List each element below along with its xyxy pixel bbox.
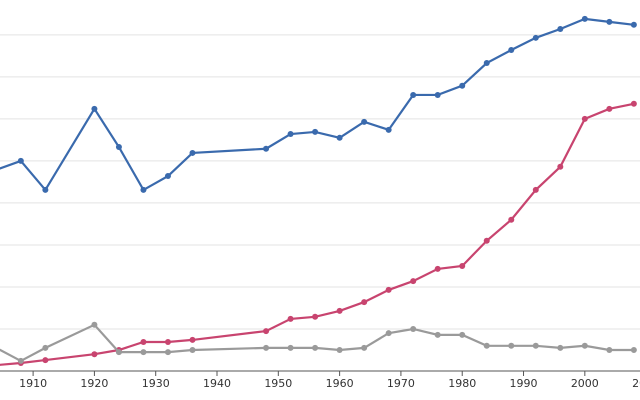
x-tick-label: 2000	[571, 377, 599, 390]
data-point	[164, 349, 171, 356]
data-point	[140, 349, 147, 356]
x-tick-label: 1950	[264, 377, 292, 390]
data-point	[557, 25, 564, 32]
data-point	[483, 60, 490, 67]
data-point	[140, 339, 147, 346]
data-point	[557, 163, 564, 170]
data-point	[434, 331, 441, 338]
data-point	[532, 186, 539, 193]
data-point	[581, 115, 588, 122]
data-point	[17, 157, 24, 164]
data-point	[42, 186, 49, 193]
data-point	[508, 46, 515, 53]
data-point	[434, 265, 441, 272]
x-tick-label: 1960	[326, 377, 354, 390]
data-point	[312, 128, 319, 135]
x-tick-label: 1940	[203, 377, 231, 390]
data-point	[42, 357, 49, 364]
data-point	[312, 313, 319, 320]
data-point	[263, 328, 270, 335]
data-point	[336, 307, 343, 314]
data-point	[385, 286, 392, 293]
data-point	[336, 134, 343, 141]
data-point	[459, 331, 466, 338]
data-point	[287, 344, 294, 351]
data-point	[630, 21, 637, 28]
data-point	[483, 342, 490, 349]
data-point	[189, 346, 196, 353]
x-tick-label: 1970	[387, 377, 415, 390]
data-point	[312, 344, 319, 351]
series-line	[0, 17, 635, 192]
data-point	[17, 357, 24, 364]
data-point	[410, 278, 417, 285]
data-point	[287, 315, 294, 322]
data-point	[606, 105, 613, 112]
data-point	[606, 18, 613, 25]
data-point	[532, 34, 539, 41]
data-point	[434, 91, 441, 98]
data-point	[532, 342, 539, 349]
x-tick-label: 1990	[510, 377, 538, 390]
data-point	[189, 149, 196, 156]
data-point	[361, 118, 368, 125]
x-tick-label: 1910	[19, 377, 47, 390]
data-point	[459, 82, 466, 89]
data-point	[581, 342, 588, 349]
data-point	[42, 344, 49, 351]
data-point	[606, 346, 613, 353]
data-point	[263, 344, 270, 351]
data-point	[164, 173, 171, 180]
x-tick-label: 1920	[80, 377, 108, 390]
data-point	[410, 325, 417, 332]
data-point	[189, 336, 196, 343]
data-point	[164, 339, 171, 346]
data-point	[459, 262, 466, 269]
x-tick-label: 1980	[448, 377, 476, 390]
data-point	[557, 344, 564, 351]
x-tick-label: 2010	[632, 377, 640, 390]
data-point	[410, 91, 417, 98]
data-point	[385, 126, 392, 133]
data-point	[91, 105, 98, 112]
data-point	[336, 346, 343, 353]
series-line	[0, 102, 635, 366]
data-point	[385, 330, 392, 337]
series-line	[0, 323, 634, 363]
data-point	[287, 131, 294, 138]
data-point	[361, 299, 368, 306]
data-point	[508, 216, 515, 223]
x-tick-label: 1930	[142, 377, 170, 390]
data-point	[361, 344, 368, 351]
data-point	[483, 237, 490, 244]
data-point	[115, 349, 122, 356]
data-point	[91, 351, 98, 358]
data-point	[630, 100, 637, 107]
data-point	[263, 145, 270, 152]
data-point	[508, 342, 515, 349]
data-point	[91, 321, 98, 328]
data-point	[140, 186, 147, 193]
data-point	[630, 346, 637, 353]
data-point	[115, 144, 122, 151]
data-point	[581, 15, 588, 22]
